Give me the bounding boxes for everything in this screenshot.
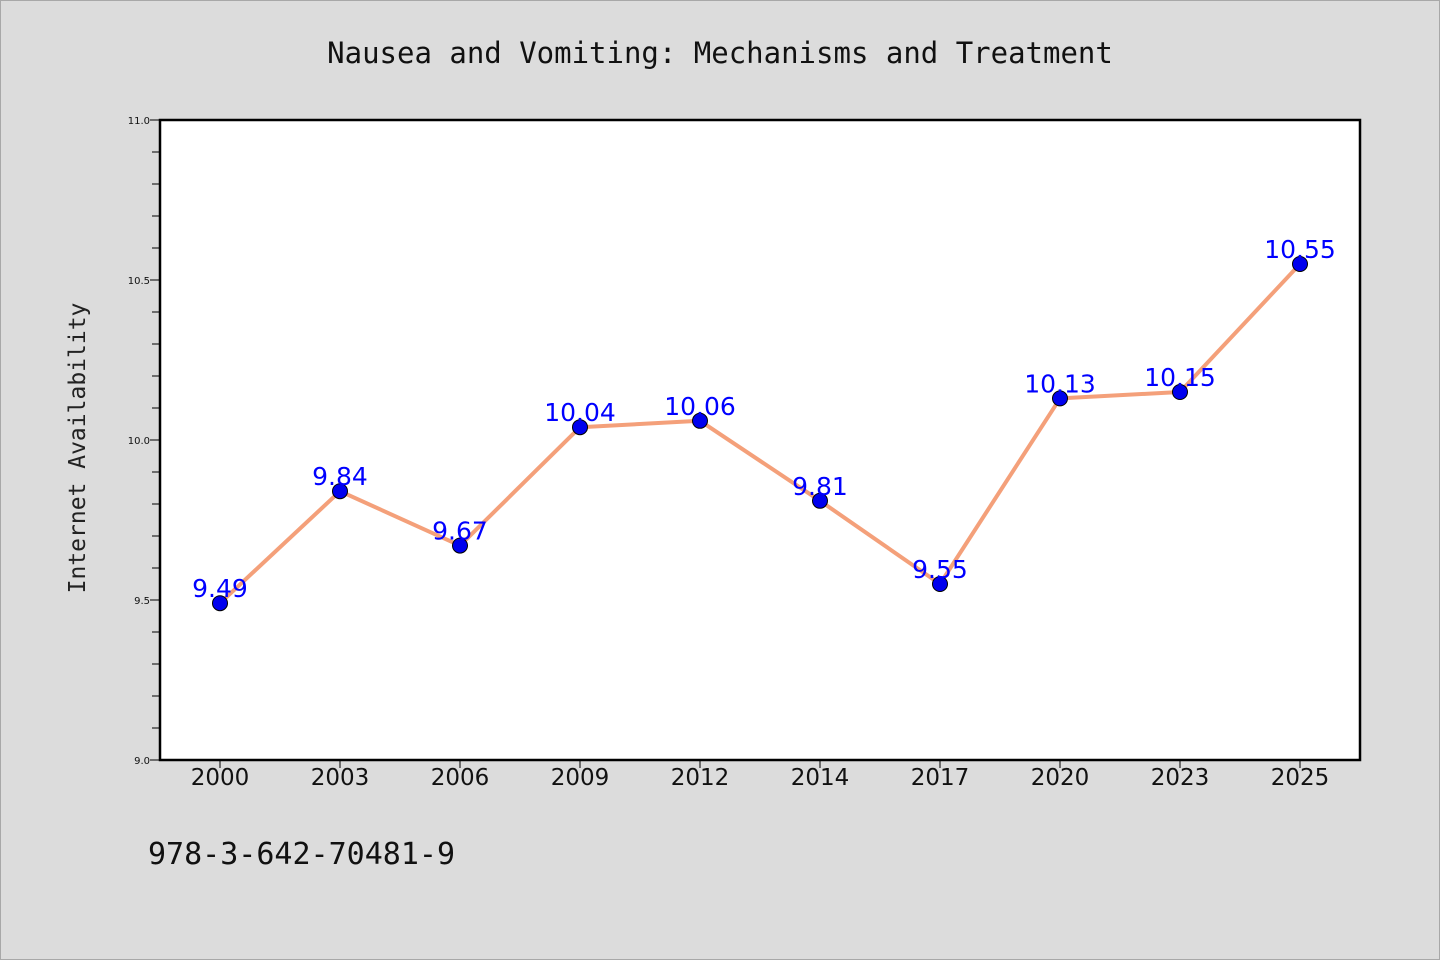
x-tick-label: 2017 — [911, 765, 970, 791]
data-point — [572, 419, 588, 436]
data-point — [332, 483, 348, 500]
data-label: 9.67 — [432, 517, 488, 546]
data-label: 9.81 — [792, 472, 848, 501]
y-axis-label: Internet Availability — [65, 303, 91, 594]
y-tick-label: 9.0 — [134, 756, 150, 767]
x-tick-label: 2012 — [671, 765, 730, 791]
x-tick-label: 2020 — [1031, 765, 1090, 791]
data-point — [692, 412, 708, 429]
data-point — [932, 576, 948, 592]
x-axis: 2000 2003 2006 2009 2012 2014 2017 2020 2023 2025 — [191, 760, 1330, 791]
x-tick-label: 2003 — [311, 765, 370, 791]
x-tick-label: 2025 — [1271, 765, 1330, 791]
data-label: 10.55 — [1264, 235, 1336, 264]
x-tick-label: 2009 — [551, 765, 610, 791]
y-tick-label: 10.0 — [128, 436, 150, 447]
data-label: 10.04 — [544, 398, 616, 427]
y-tick-label: 10.5 — [128, 276, 150, 287]
data-point — [812, 492, 828, 509]
x-tick-label: 2023 — [1151, 765, 1210, 791]
x-tick-label: 2000 — [191, 765, 250, 791]
series-line — [218, 262, 1302, 606]
x-tick-label: 2014 — [791, 765, 850, 791]
data-label: 10.13 — [1024, 369, 1096, 398]
data-point — [1292, 256, 1308, 272]
x-tick-label: 2006 — [431, 765, 490, 791]
data-label: 10.06 — [664, 392, 736, 421]
data-point — [452, 537, 468, 554]
chart-title: Nausea and Vomiting: Mechanisms and Trea… — [327, 36, 1113, 70]
plot-area — [160, 120, 1360, 760]
data-label: 10.15 — [1144, 363, 1216, 392]
data-label: 9.55 — [912, 555, 968, 584]
y-tick-label: 9.5 — [134, 596, 150, 607]
data-label: 9.49 — [192, 574, 248, 603]
y-axis: 9.0 9.5 10.0 10.5 11.0 — [128, 116, 160, 767]
data-point — [1052, 390, 1068, 407]
data-point — [212, 595, 228, 612]
data-labels: 9.49 9.84 9.67 10.04 10.06 9.81 9.55 10.13 10.15… — [192, 235, 1336, 603]
data-label: 9.84 — [312, 462, 368, 491]
isbn-text: 978-3-642-70481-9 — [148, 837, 455, 872]
data-point — [1172, 384, 1188, 400]
plot-border — [158, 118, 1362, 762]
series-layer — [212, 256, 1308, 612]
y-tick-label: 11.0 — [128, 116, 150, 127]
